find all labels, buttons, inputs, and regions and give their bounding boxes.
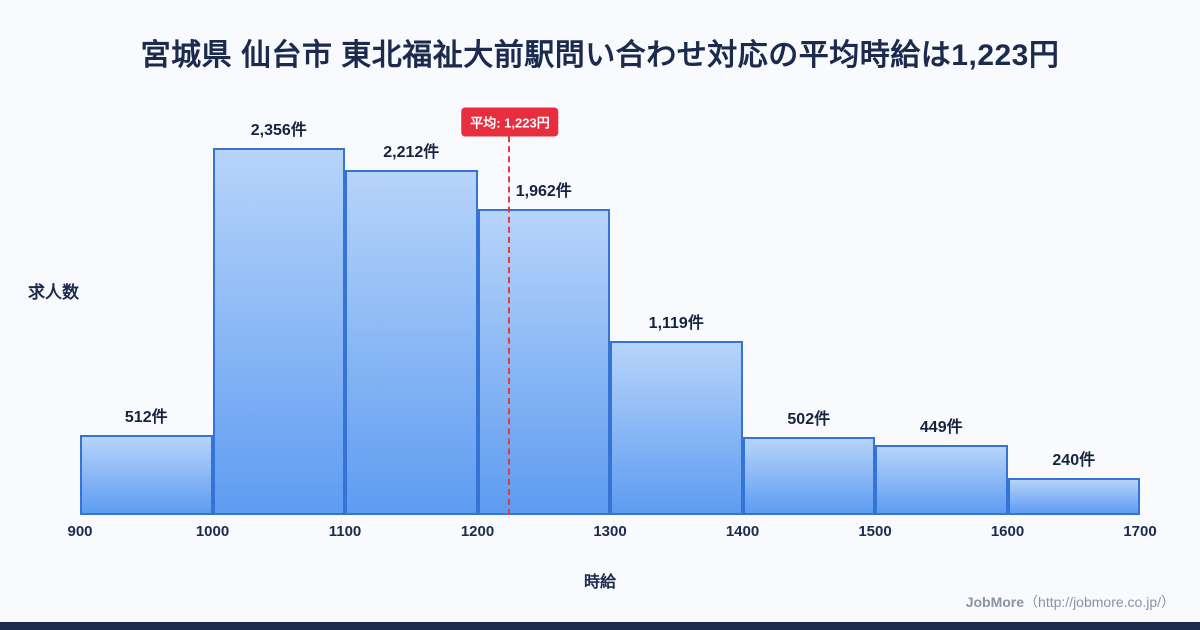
- x-tick-label: 1300: [593, 523, 627, 540]
- bar-value-label: 512件: [124, 409, 168, 427]
- histogram-bar: [345, 170, 478, 515]
- histogram-bar-slot: 240件: [1007, 110, 1140, 515]
- footer-brand: JobMore: [965, 594, 1025, 610]
- bars-container: 512件 2,356件 2,212件 1,962件 1,119件 502件 449件 240件: [80, 110, 1140, 515]
- histogram-plot-area: 512件 2,356件 2,212件 1,962件 1,119件 502件 449件 240件…: [67, 107, 1157, 540]
- average-badge: 平均: 1,223円: [461, 107, 559, 137]
- histogram-bar-slot: 502件: [742, 110, 875, 515]
- histogram-bar-slot: 449件: [875, 110, 1008, 515]
- page-title: 宮城県 仙台市 東北福祉大前駅問い合わせ対応の平均時給は1,223円: [140, 39, 1060, 72]
- histogram-bar-slot: 512件: [80, 110, 213, 515]
- histogram-bar: [1007, 477, 1140, 515]
- histogram-bar: [80, 435, 213, 515]
- histogram-bar: [477, 209, 610, 515]
- bar-value-label: 1,119件: [648, 314, 704, 332]
- histogram-bar: [610, 340, 743, 515]
- bar-value-label: 1,962件: [515, 183, 572, 201]
- footer-url: （http://jobmore.co.jp/）: [1024, 594, 1175, 610]
- histogram-bar: [875, 445, 1008, 515]
- histogram-bar-slot: 2,212件: [345, 110, 478, 515]
- bar-value-label: 2,212件: [383, 144, 440, 162]
- x-tick-label: 1200: [460, 523, 495, 540]
- x-tick-label: 900: [67, 523, 93, 540]
- x-axis-ticks: 900 1000 1100 1200 1300 1400 1500 1600 1700: [67, 515, 1156, 545]
- x-tick-label: 1000: [195, 523, 230, 540]
- histogram-bar-slot: 1,962件: [477, 110, 610, 515]
- bar-value-label: 240件: [1052, 451, 1096, 469]
- x-tick-label: 1500: [858, 523, 892, 540]
- histogram-bar: [212, 148, 345, 515]
- bottom-accent-strip: [0, 622, 1200, 630]
- histogram-bar-slot: 1,119件: [610, 110, 743, 515]
- bar-value-label: 449件: [919, 419, 963, 437]
- x-tick-label: 1600: [990, 523, 1025, 540]
- footer-credit: JobMore（http://jobmore.co.jp/）: [966, 592, 1175, 612]
- y-axis-label: 求人数: [28, 283, 79, 302]
- histogram-bar-slot: 2,356件: [212, 110, 345, 515]
- x-tick-label: 1400: [725, 523, 760, 540]
- bar-value-label: 502件: [787, 410, 831, 428]
- average-line: 平均: 1,223円: [461, 107, 559, 515]
- histogram-bar: [742, 436, 875, 515]
- bar-value-label: 2,356件: [250, 122, 307, 140]
- x-tick-label: 1100: [328, 523, 362, 540]
- x-tick-label: 1700: [1123, 523, 1157, 540]
- x-axis-label: 時給: [583, 574, 616, 591]
